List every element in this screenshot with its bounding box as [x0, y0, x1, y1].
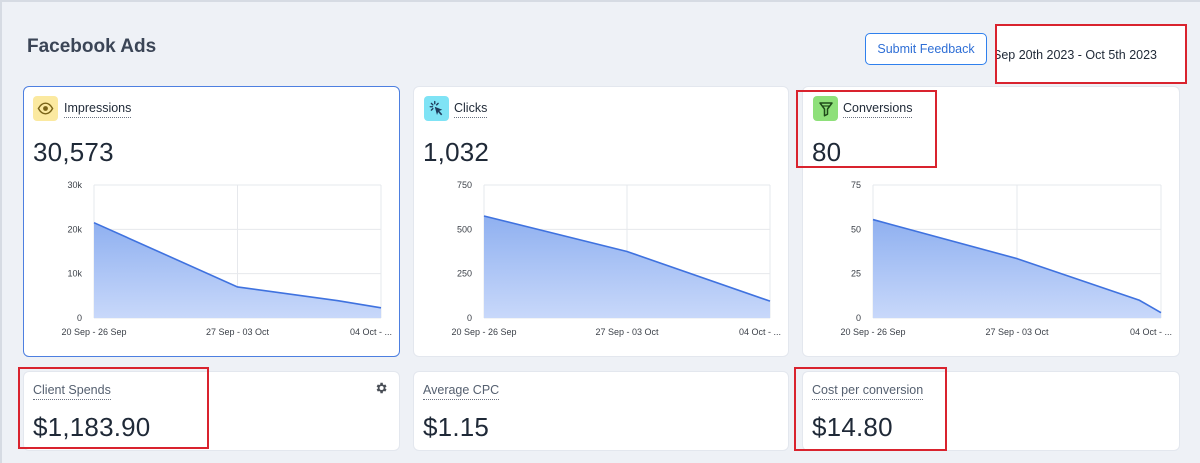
y-tick-label: 25: [851, 269, 861, 279]
x-tick-label: 04 Oct - ...: [739, 327, 781, 337]
page-title: Facebook Ads: [27, 36, 157, 57]
clicks-label: Clicks: [454, 101, 488, 118]
x-tick-label: 20 Sep - 26 Sep: [451, 327, 516, 337]
client-spends-label: Client Spends: [33, 383, 111, 400]
cursor-click-icon: [424, 96, 449, 121]
cost-per-conversion-label: Cost per conversion: [812, 383, 924, 400]
x-tick-label: 20 Sep - 26 Sep: [61, 327, 126, 337]
average-cpc-label: Average CPC: [423, 383, 500, 400]
y-tick-label: 250: [457, 269, 472, 279]
x-tick-label: 27 Sep - 03 Oct: [985, 327, 1049, 337]
funnel-icon: [813, 96, 838, 121]
y-tick-label: 50: [851, 224, 861, 234]
average-cpc-value: $1.15: [423, 412, 490, 442]
y-tick-label: 75: [851, 180, 861, 190]
impressions-label: Impressions: [64, 101, 132, 118]
y-tick-label: 20k: [67, 224, 82, 234]
x-tick-label: 20 Sep - 26 Sep: [840, 327, 905, 337]
x-tick-label: 27 Sep - 03 Oct: [595, 327, 659, 337]
conversions-label: Conversions: [843, 101, 913, 118]
area-fill: [484, 216, 770, 318]
x-tick-label: 04 Oct - ...: [1130, 327, 1172, 337]
submit-feedback-button[interactable]: Submit Feedback: [865, 33, 987, 65]
date-range-picker[interactable]: Sep 20th 2023 - Oct 5th 2023: [995, 24, 1187, 84]
series-line: [872, 218, 1162, 314]
conversions-chart: 75 50 25 0 20 Sep - 26 Sep 27 Sep - 03 Oct 04 …: [840, 180, 1172, 337]
x-tick-label: 04 Oct - ...: [350, 327, 392, 337]
y-tick-label: 0: [77, 313, 82, 323]
clicks-value: 1,032: [423, 137, 490, 167]
average-cpc-card[interactable]: Average CPC $1.15: [413, 371, 789, 451]
clicks-card[interactable]: Clicks 1,032 750 500 250 0 20 Sep - 26 Sep 27…: [413, 86, 789, 357]
impressions-chart: 30k 20k 10k 0 20 Sep - 26 Sep 27 Sep - 03 Oct…: [61, 180, 392, 337]
y-tick-label: 30k: [67, 180, 82, 190]
conversions-value: 80: [812, 137, 842, 167]
y-tick-label: 750: [457, 180, 472, 190]
series-line: [93, 221, 382, 309]
cost-per-conversion-card[interactable]: Cost per conversion $14.80: [802, 371, 1180, 451]
y-tick-label: 10k: [67, 269, 82, 279]
y-tick-label: 500: [457, 224, 472, 234]
eye-icon: [33, 96, 58, 121]
conversions-card[interactable]: Conversions 80 75 50 25 0 20 Sep - 26 Sep 27 …: [802, 86, 1180, 357]
clicks-chart: 750 500 250 0 20 Sep - 26 Sep 27 Sep - 03 Oct…: [451, 180, 781, 337]
x-tick-label: 27 Sep - 03 Oct: [206, 327, 270, 337]
y-tick-label: 0: [467, 313, 472, 323]
left-border: [0, 0, 2, 463]
impressions-value: 30,573: [33, 137, 114, 167]
impressions-card[interactable]: Impressions 30,573 30k 20k 10k 0 20 Sep - 26…: [23, 86, 400, 357]
gear-icon[interactable]: [374, 381, 388, 395]
area-fill: [873, 219, 1161, 318]
area-fill: [94, 222, 381, 318]
date-range-text: Sep 20th 2023 - Oct 5th 2023: [995, 48, 1158, 62]
top-border: [0, 0, 1200, 2]
y-tick-label: 0: [856, 313, 861, 323]
client-spends-value: $1,183.90: [33, 412, 151, 442]
client-spends-card[interactable]: Client Spends $1,183.90: [23, 371, 400, 451]
cost-per-conversion-value: $14.80: [812, 412, 893, 442]
